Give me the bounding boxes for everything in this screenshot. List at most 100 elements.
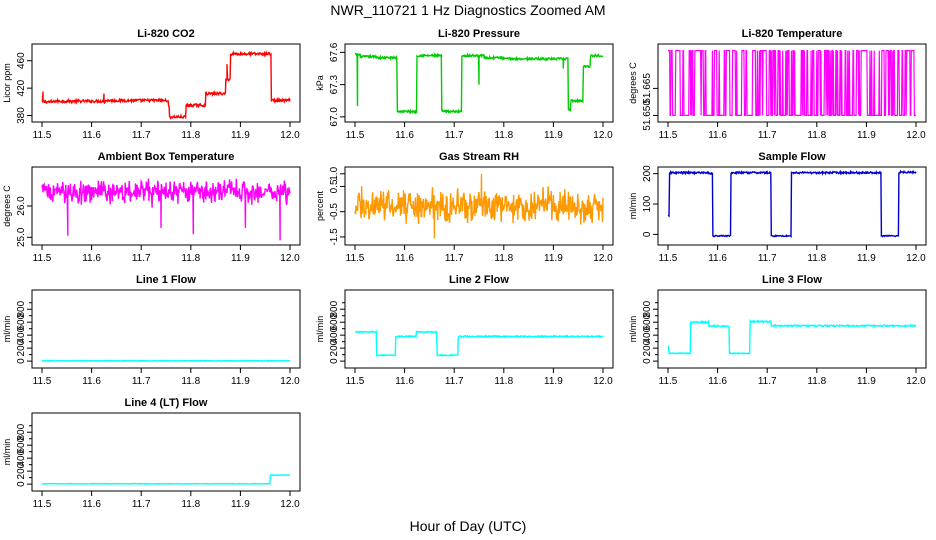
y-tick-label: 400: [329, 326, 340, 343]
x-tick-label: 11.6: [82, 499, 101, 510]
y-tick-label: 0: [16, 481, 27, 487]
panel-title: Li-820 Pressure: [438, 28, 520, 40]
panel-title: Ambient Box Temperature: [98, 151, 235, 163]
x-tick-label: 11.8: [807, 130, 826, 141]
y-tick-label: 800: [642, 300, 653, 317]
plot-frame: [344, 166, 614, 246]
y-tick-label: 100: [642, 195, 653, 212]
y-tick-label: 51.650: [642, 100, 653, 131]
x-tick-label: 11.5: [346, 130, 365, 141]
plot-frame: [657, 43, 927, 123]
series-line: [354, 173, 604, 239]
x-tick-label: 11.6: [82, 376, 101, 387]
y-tick-label: 380: [16, 107, 27, 124]
x-tick-label: 11.8: [181, 499, 200, 510]
x-tick-label: 11.5: [33, 253, 52, 264]
y-tick-label: 800: [329, 300, 340, 317]
x-tick-label: 12.0: [280, 253, 300, 264]
y-tick-label: 67.0: [329, 107, 340, 127]
panel-title: Line 2 Flow: [449, 274, 509, 286]
y-tick-label: 200: [329, 339, 340, 356]
x-tick-label: 11.7: [445, 376, 464, 387]
panel-title: Li-820 CO2: [137, 28, 194, 40]
panel-4: Gas Stream RH percent 11.5 11.6 11.7 11.8 11.9…: [315, 151, 614, 264]
y-tick-label: 400: [642, 326, 653, 343]
panel-title: Sample Flow: [758, 151, 826, 163]
y-tick-label: 200: [16, 339, 27, 356]
x-tick-label: 11.5: [33, 376, 52, 387]
series-line: [668, 50, 916, 116]
x-tick-label: 11.8: [181, 376, 200, 387]
y-axis-label: degrees C: [628, 62, 638, 104]
x-tick-label: 12.0: [280, 130, 300, 141]
x-tick-label: 11.5: [659, 253, 678, 264]
x-tick-label: 11.9: [231, 376, 250, 387]
y-tick-label: 800: [16, 423, 27, 440]
x-tick-label: 12.0: [280, 499, 300, 510]
panel-5: Sample Flow ml/min 11.5 11.6 11.7 11.8 11.9 12.…: [628, 151, 927, 264]
plot-frame: [31, 166, 301, 246]
series-line: [667, 169, 917, 239]
x-tick-label: 12.0: [906, 130, 926, 141]
y-tick-label: 1.0: [329, 166, 340, 180]
x-tick-label: 11.7: [132, 499, 151, 510]
y-tick-label: 0: [16, 358, 27, 364]
plot-frame: [31, 289, 301, 369]
panel-title: Line 4 (LT) Flow: [125, 397, 208, 409]
plot-frame: [657, 166, 927, 246]
x-tick-label: 11.7: [132, 376, 151, 387]
y-tick-label: 200: [642, 339, 653, 356]
x-tick-label: 12.0: [593, 253, 613, 264]
y-axis-label: kPa: [315, 75, 325, 91]
x-tick-label: 11.8: [181, 253, 200, 264]
x-tick-label: 11.6: [708, 253, 727, 264]
y-tick-label: 51.665: [642, 73, 653, 104]
x-tick-label: 11.9: [231, 130, 250, 141]
x-tick-label: 11.9: [231, 499, 250, 510]
y-axis-label: ml/min: [2, 316, 12, 343]
x-tick-label: 12.0: [280, 376, 300, 387]
y-axis-label: degrees C: [2, 185, 12, 227]
y-axis-label: ml/min: [628, 193, 638, 220]
x-tick-label: 11.5: [33, 499, 52, 510]
figure-title: NWR_110721 1 Hz Diagnostics Zoomed AM: [330, 2, 605, 18]
x-tick-label: 11.5: [659, 376, 678, 387]
x-tick-label: 12.0: [906, 376, 926, 387]
x-tick-label: 11.9: [231, 253, 250, 264]
y-tick-label: 600: [16, 313, 27, 330]
x-tick-label: 11.5: [33, 130, 52, 141]
x-tick-label: 11.6: [708, 130, 727, 141]
figure-xlabel: Hour of Day (UTC): [410, 518, 527, 534]
plot-frame: [31, 412, 301, 492]
y-tick-label: 400: [16, 449, 27, 466]
x-tick-label: 11.7: [758, 130, 777, 141]
series-line: [41, 473, 291, 485]
x-tick-label: 11.5: [346, 253, 365, 264]
y-tick-label: 200: [642, 165, 653, 182]
x-tick-label: 11.8: [807, 376, 826, 387]
y-tick-label: 0.5: [329, 179, 340, 193]
x-tick-label: 11.5: [346, 376, 365, 387]
series-line: [42, 359, 291, 363]
x-tick-label: 11.7: [132, 253, 151, 264]
series-line: [41, 178, 291, 241]
x-tick-label: 12.0: [593, 130, 613, 141]
y-tick-label: 420: [16, 79, 27, 96]
y-tick-label: -1.5: [329, 228, 340, 246]
plot-frame: [344, 43, 614, 123]
y-axis-label: ml/min: [315, 316, 325, 343]
y-tick-label: 26.0: [16, 196, 27, 216]
series-line: [667, 318, 917, 356]
panel-title: Gas Stream RH: [439, 151, 519, 163]
panel-9: Line 4 (LT) Flow ml/min 11.5 11.6 11.7 11.8 11…: [2, 397, 301, 510]
x-tick-label: 11.9: [544, 376, 563, 387]
x-tick-label: 12.0: [593, 376, 613, 387]
y-tick-label: 600: [16, 436, 27, 453]
panel-title: Li-820 Temperature: [742, 28, 843, 40]
x-tick-label: 11.8: [494, 253, 513, 264]
y-axis-label: ml/min: [628, 316, 638, 343]
y-tick-label: 600: [329, 313, 340, 330]
y-tick-label: 600: [642, 313, 653, 330]
panel-0: Li-820 CO2 Licor ppm 11.5 11.6 11.7 11.8 11.9 1…: [2, 28, 301, 141]
